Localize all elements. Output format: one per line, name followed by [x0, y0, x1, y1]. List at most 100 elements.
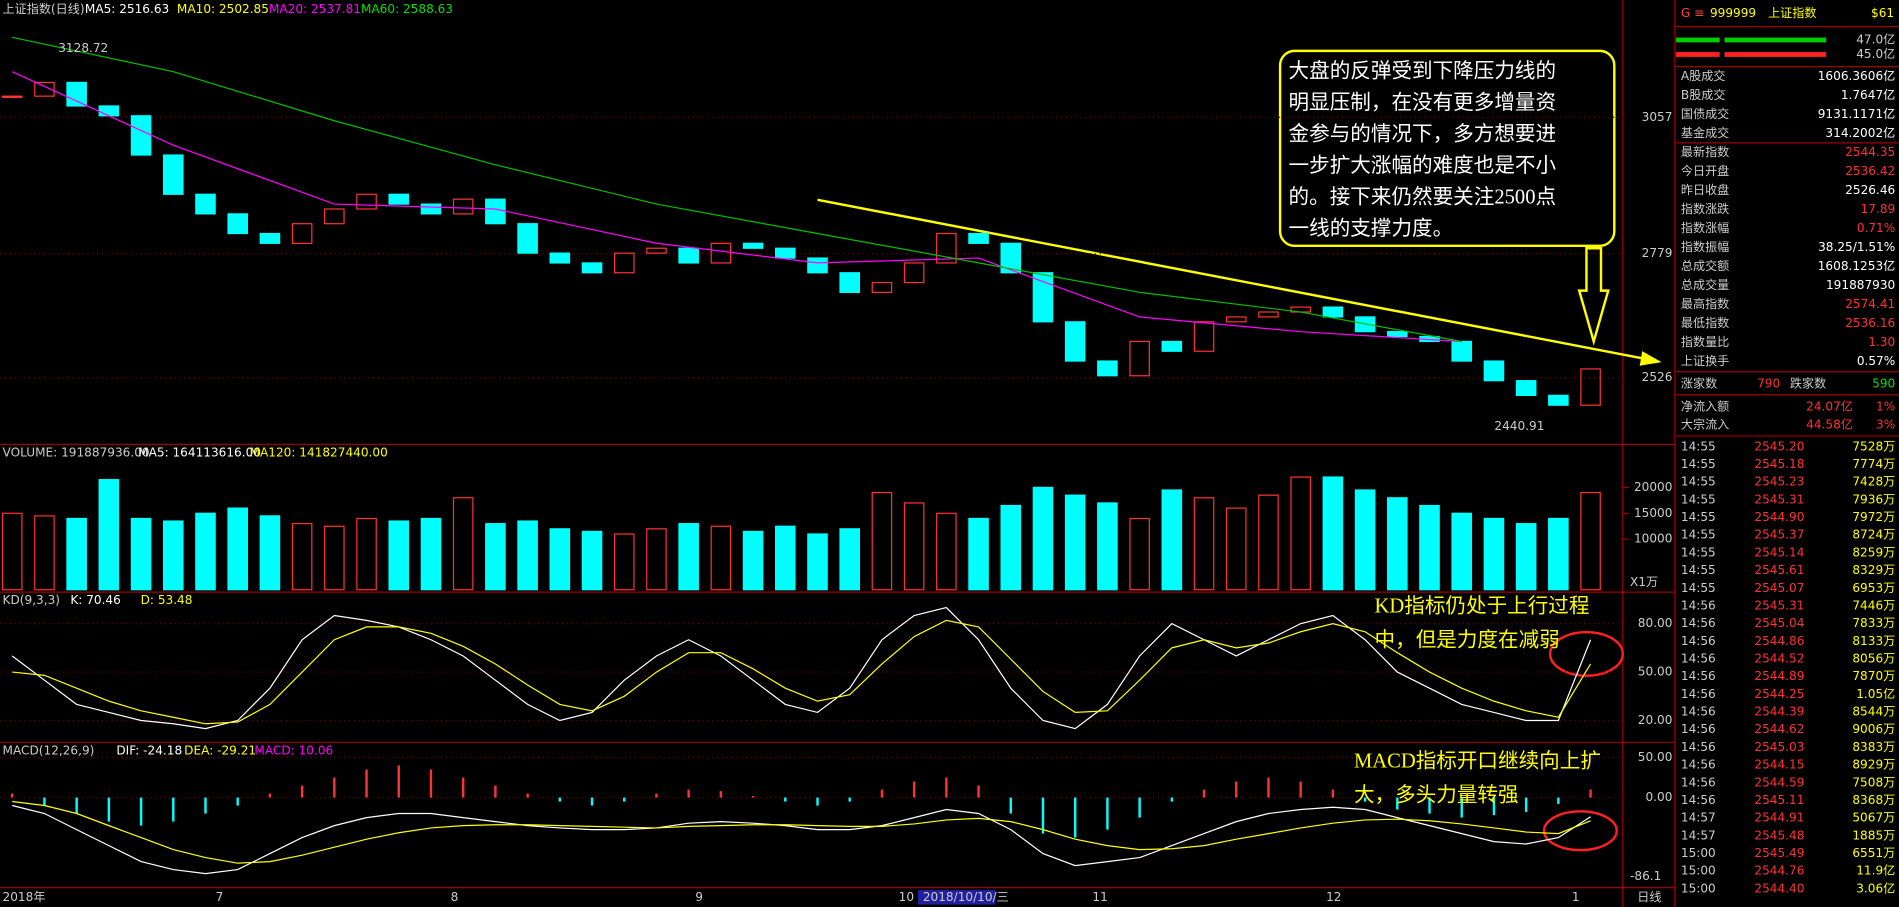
sell-bar: [1724, 52, 1827, 57]
volume-bar: [388, 520, 410, 591]
candle: [1, 95, 23, 98]
candle: [1548, 394, 1569, 406]
flow-pct: 1%: [1876, 399, 1895, 413]
annotation: 大盘的反弹受到下降压力线的: [1289, 59, 1557, 82]
info-label: 国债成交: [1681, 106, 1729, 121]
info-value: 2574.41: [1845, 297, 1895, 311]
label: D: 53.48: [141, 593, 193, 607]
tick-time: 14:56: [1681, 705, 1716, 719]
tick-time: 14:55: [1681, 457, 1716, 471]
candle: [1322, 306, 1344, 318]
volume-bar: [324, 525, 345, 591]
volume-bar: [1129, 517, 1150, 591]
candle: [1064, 321, 1086, 362]
label: MACD: 10.06: [254, 743, 333, 757]
tick-price: 2545.11: [1754, 793, 1804, 807]
annotation: 中，但是力度在减弱: [1375, 629, 1560, 652]
candle: [1580, 368, 1601, 406]
info-label: 指数涨幅: [1681, 220, 1729, 235]
arrow-head: [1639, 351, 1662, 366]
tick-price: 2544.52: [1754, 651, 1804, 665]
info-value: 38.25/1.51%: [1818, 240, 1895, 254]
candle: [1258, 311, 1279, 318]
volume-bar: [1322, 476, 1344, 591]
volume-bar: [356, 517, 377, 591]
annotation: 的。接下来仍然要关注2500点: [1289, 185, 1557, 208]
candle: [259, 232, 281, 244]
candle: [1451, 340, 1473, 362]
y-tick-label: 80.00: [1638, 616, 1673, 630]
volume-bar: [452, 497, 474, 591]
tick-volume: 7528万: [1852, 439, 1895, 453]
candle: [1161, 340, 1183, 352]
tick-price: 2545.37: [1754, 528, 1804, 542]
volume-bar: [839, 528, 861, 591]
tick-price: 2544.86: [1754, 634, 1804, 648]
tick-time: 14:55: [1681, 563, 1716, 577]
tick-volume: 8133万: [1852, 634, 1895, 648]
annotation-box: [1278, 49, 1616, 248]
tick-price: 2545.20: [1754, 439, 1804, 453]
volume-bar: [807, 533, 828, 591]
volume-bar: [1193, 497, 1215, 591]
info-label: 总成交量: [1681, 277, 1729, 292]
tag: $61: [1871, 6, 1894, 20]
volume-bar: [903, 502, 925, 591]
candle: [807, 257, 828, 274]
volume-bar: [1354, 489, 1376, 591]
volume-bar: [646, 528, 667, 591]
tick-price: 2544.40: [1754, 881, 1804, 895]
kd-circle: [1548, 630, 1624, 677]
tick-time: 14:55: [1681, 528, 1716, 542]
volume-bar: [1419, 504, 1440, 591]
volume-bar: [1548, 517, 1569, 591]
x-tick-label: 8: [451, 890, 459, 904]
tick-volume: 7936万: [1852, 492, 1895, 506]
date-highlight: [918, 890, 996, 905]
label: MA120: 141827440.00: [250, 445, 388, 459]
code: 999999: [1710, 6, 1756, 20]
volume-bar: [775, 525, 796, 591]
info-value: 0.57%: [1857, 354, 1895, 368]
candle: [291, 223, 313, 244]
tick-volume: 8544万: [1852, 705, 1895, 719]
volume-bar: [1161, 489, 1183, 591]
volume-bar: [485, 523, 506, 591]
label: KD(9,3,3): [3, 593, 60, 607]
flow-pct: 3%: [1876, 418, 1895, 432]
candle: [839, 272, 861, 293]
tick-time: 14:56: [1681, 775, 1716, 789]
tick-time: 14:55: [1681, 439, 1716, 453]
candle: [1515, 380, 1537, 396]
tick-time: 14:57: [1681, 811, 1716, 825]
volume-bar: [1032, 486, 1054, 591]
x-tick-label: 7: [216, 890, 224, 904]
candle: [1225, 316, 1247, 323]
candle: [581, 262, 603, 274]
volume-bar: [1258, 494, 1279, 591]
volume-bar: [1064, 494, 1086, 591]
high-label: 3128.72: [58, 41, 108, 55]
candle: [742, 242, 764, 249]
candle: [98, 105, 120, 117]
volume-bar: [420, 517, 442, 591]
candle: [1097, 360, 1118, 377]
volume-bar: [291, 523, 313, 591]
info-value: 2526.46: [1845, 183, 1895, 197]
info-label: 基金成交: [1681, 125, 1729, 140]
info-value: 9131.1171亿: [1818, 106, 1896, 121]
volume-bar: [710, 525, 732, 591]
tick-price: 2544.90: [1754, 510, 1804, 524]
candle: [66, 81, 87, 107]
volume-bar: [581, 530, 603, 591]
candle: [936, 232, 957, 264]
buy-bar: [1676, 37, 1720, 43]
tick-volume: 7774万: [1852, 457, 1895, 471]
ma20-line: [11, 71, 1462, 343]
tick-volume: 8929万: [1852, 758, 1895, 772]
tick-volume: 8383万: [1852, 740, 1895, 754]
candle: [1483, 360, 1505, 382]
y-tick-label: 0.00: [1645, 790, 1672, 804]
